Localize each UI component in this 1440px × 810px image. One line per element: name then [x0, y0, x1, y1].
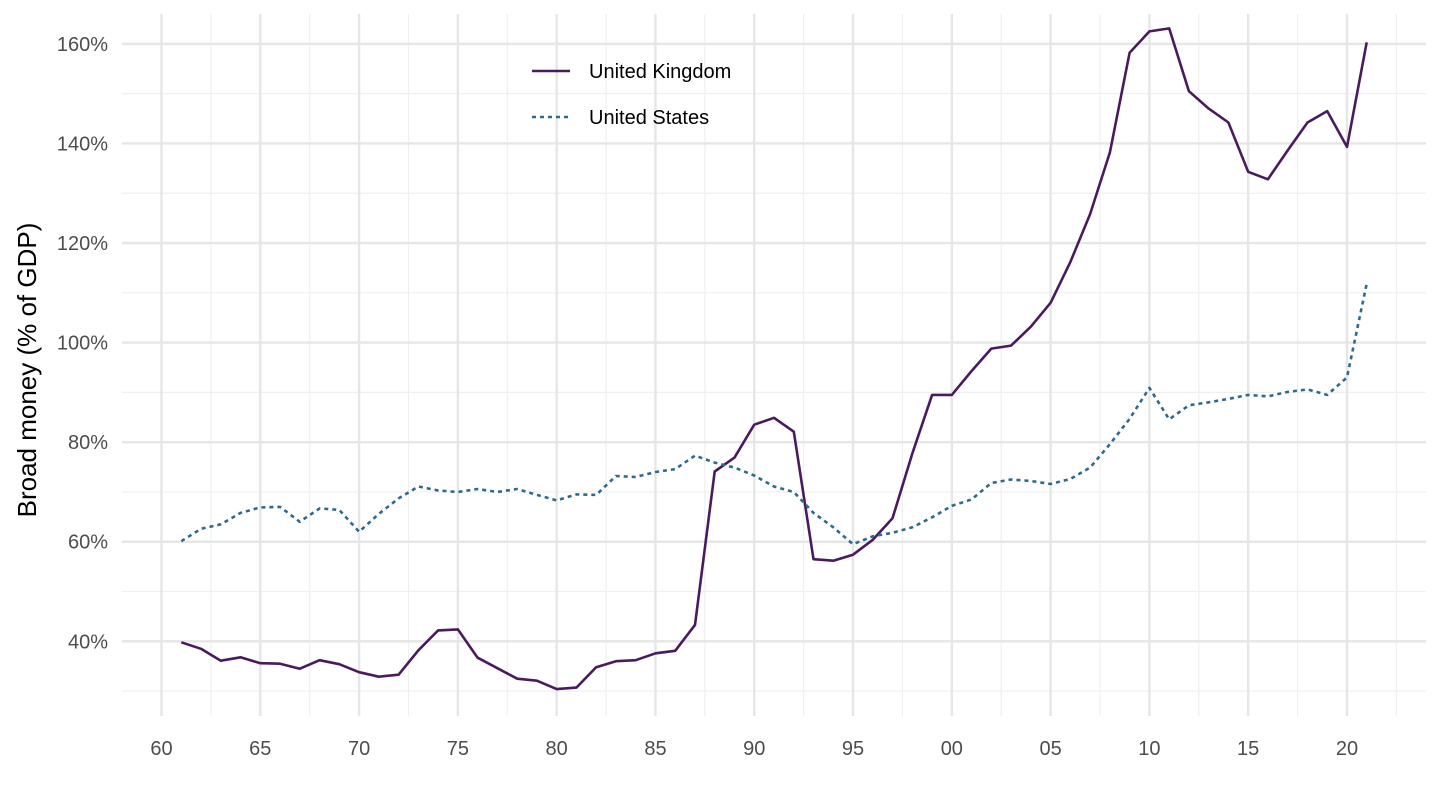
- x-tick-label: 90: [743, 738, 765, 760]
- legend-label: United States: [589, 107, 709, 129]
- x-tick-label: 95: [842, 738, 864, 760]
- x-tick-label: 75: [447, 738, 469, 760]
- y-tick-label: 60%: [68, 532, 108, 554]
- y-tick-label: 140%: [57, 133, 108, 155]
- major-gridlines: [122, 14, 1426, 716]
- legend-label: United Kingdom: [589, 61, 731, 83]
- x-tick-label: 00: [941, 738, 963, 760]
- minor-gridlines: [122, 14, 1426, 716]
- x-tick-label: 60: [150, 738, 172, 760]
- y-tick-label: 80%: [68, 432, 108, 454]
- series-line-united-states: [180, 283, 1368, 546]
- y-tick-label: 100%: [57, 333, 108, 355]
- x-tick-label: 70: [348, 738, 370, 760]
- legend: United Kingdom United States: [532, 61, 731, 129]
- y-axis-title: Broad money (% of GDP): [12, 223, 42, 518]
- x-tick-label: 80: [546, 738, 568, 760]
- x-tick-label: 10: [1138, 738, 1160, 760]
- x-axis-tick-labels: 60 65 70 75 80 85 90 95 00 05 10 15 20: [150, 738, 1358, 760]
- series-lines: [180, 27, 1368, 691]
- y-tick-label: 160%: [57, 34, 108, 56]
- series-line-united-kingdom: [180, 27, 1368, 691]
- x-tick-label: 15: [1237, 738, 1259, 760]
- x-tick-label: 05: [1039, 738, 1061, 760]
- x-tick-label: 85: [644, 738, 666, 760]
- x-tick-label: 20: [1336, 738, 1358, 760]
- x-tick-label: 65: [249, 738, 271, 760]
- y-axis-tick-labels: 40% 60% 80% 100% 120% 140% 160%: [57, 34, 108, 653]
- y-tick-label: 40%: [68, 631, 108, 653]
- y-tick-label: 120%: [57, 233, 108, 255]
